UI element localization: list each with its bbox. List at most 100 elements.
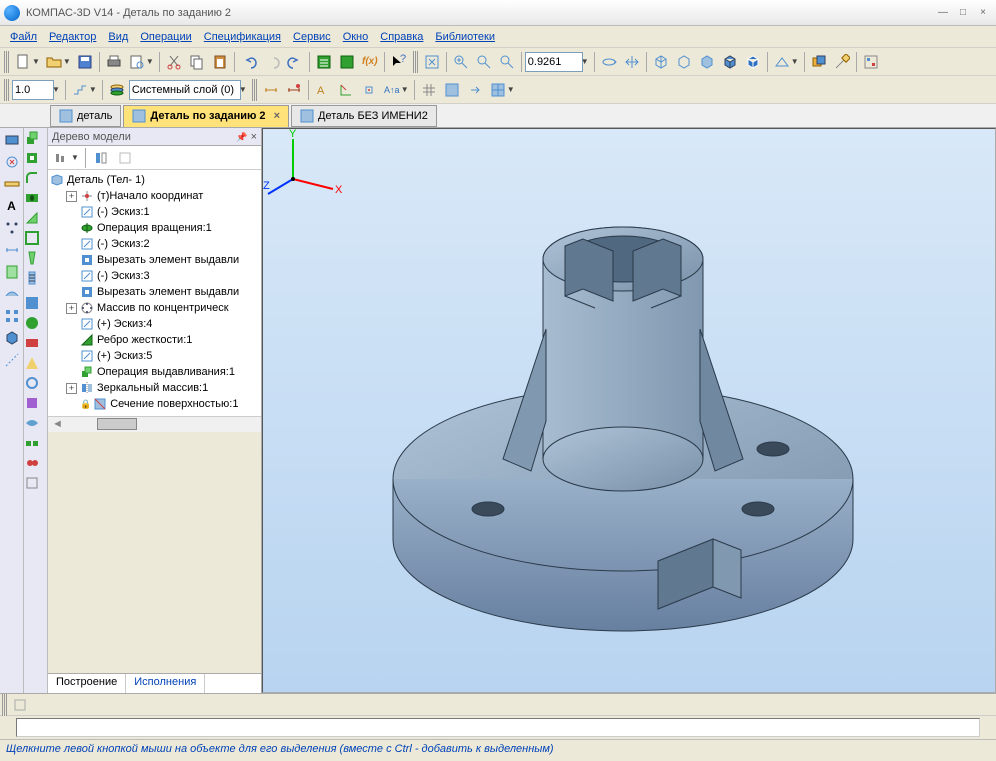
tree-item[interactable]: +Зеркальный массив:1 <box>50 380 259 396</box>
fx-button[interactable]: f(x) <box>359 51 381 73</box>
feature2-icon[interactable] <box>24 315 47 334</box>
tree-item[interactable]: +(т)Начало координат <box>50 188 259 204</box>
tree-item[interactable]: (-) Эскиз:3 <box>50 268 259 284</box>
expand-icon[interactable]: + <box>66 383 77 394</box>
tree-item[interactable]: Вырезать элемент выдавли <box>50 284 259 300</box>
step-button[interactable] <box>69 79 91 101</box>
view-shaded-edges-button[interactable] <box>742 51 764 73</box>
feature1-icon[interactable] <box>24 295 47 314</box>
sketch-points-icon[interactable] <box>2 218 22 238</box>
extrude-icon[interactable] <box>24 130 47 149</box>
zoom-window-button[interactable] <box>473 51 495 73</box>
grid-button[interactable] <box>418 79 440 101</box>
pin-icon[interactable]: 📌 <box>236 132 247 142</box>
text-style-button[interactable]: A↑a <box>381 79 403 101</box>
editing-icon[interactable] <box>2 152 22 172</box>
dim2-button[interactable] <box>283 79 305 101</box>
cut-extrude-icon[interactable] <box>24 150 47 169</box>
tree-btn2[interactable] <box>90 147 112 169</box>
perspective-button[interactable] <box>771 51 793 73</box>
dropdown-arrow-icon[interactable]: ▼ <box>89 85 97 94</box>
toolbar-grip-icon[interactable] <box>413 51 418 73</box>
dropdown-arrow-icon[interactable]: ▼ <box>71 153 79 162</box>
redo-button[interactable] <box>284 51 306 73</box>
scale-input[interactable] <box>12 80 54 100</box>
fillet-icon[interactable] <box>24 170 47 189</box>
panel-close-icon[interactable]: × <box>251 131 257 143</box>
prop-btn[interactable] <box>9 694 31 716</box>
save-button[interactable] <box>74 51 96 73</box>
dropdown-arrow-icon[interactable]: ▼ <box>581 57 589 66</box>
maximize-button[interactable]: □ <box>954 5 972 20</box>
open-button[interactable] <box>43 51 65 73</box>
zoom-input[interactable] <box>525 52 583 72</box>
copy-button[interactable] <box>186 51 208 73</box>
tree-item[interactable]: (+) Эскиз:5 <box>50 348 259 364</box>
tree-item[interactable]: +Массив по концентрическ <box>50 300 259 316</box>
feature8-icon[interactable] <box>24 435 47 454</box>
text-icon[interactable]: A <box>2 196 22 216</box>
dxf-button[interactable] <box>441 79 463 101</box>
menu-specification[interactable]: Спецификация <box>198 28 287 46</box>
sheet-icon[interactable] <box>2 262 22 282</box>
menu-window[interactable]: Окно <box>337 28 375 46</box>
dropdown-arrow-icon[interactable]: ▼ <box>507 85 515 94</box>
feature4-icon[interactable] <box>24 355 47 374</box>
array-icon[interactable] <box>2 306 22 326</box>
tree-body[interactable]: Деталь (Тел- 1) +(т)Начало координат (-) … <box>48 170 261 416</box>
section-button[interactable] <box>808 51 830 73</box>
menu-file[interactable]: Файл <box>4 28 43 46</box>
zoom-fit-button[interactable] <box>421 51 443 73</box>
feature5-icon[interactable] <box>24 375 47 394</box>
tree-item[interactable]: (-) Эскиз:2 <box>50 236 259 252</box>
zoom-in-button[interactable] <box>450 51 472 73</box>
tab-close-icon[interactable]: × <box>274 110 280 122</box>
tab-detail-noname2[interactable]: Деталь БЕЗ ИМЕНИ2 <box>291 105 437 127</box>
rotate-button[interactable] <box>598 51 620 73</box>
tab-detail-task2[interactable]: Деталь по заданию 2 × <box>123 105 289 127</box>
ortho-button[interactable] <box>335 79 357 101</box>
tree-item[interactable]: 🔒Сечение поверхностью:1 <box>50 396 259 412</box>
expand-icon[interactable]: + <box>66 303 77 314</box>
surface-icon[interactable] <box>2 284 22 304</box>
spec2-button[interactable] <box>336 51 358 73</box>
view-nohidden-button[interactable] <box>696 51 718 73</box>
tree-hscroll[interactable]: ◄ <box>48 416 261 432</box>
tree-item[interactable]: (+) Эскиз:4 <box>50 316 259 332</box>
tree-root[interactable]: Деталь (Тел- 1) <box>50 172 259 188</box>
help-cursor-button[interactable]: ? <box>388 51 410 73</box>
arrow-button[interactable] <box>464 79 486 101</box>
minimize-button[interactable]: — <box>934 5 952 20</box>
feature7-icon[interactable] <box>24 415 47 434</box>
menu-help[interactable]: Справка <box>374 28 429 46</box>
table-button[interactable] <box>487 79 509 101</box>
view-wireframe-button[interactable] <box>650 51 672 73</box>
dropdown-arrow-icon[interactable]: ▼ <box>32 57 40 66</box>
feature3-icon[interactable] <box>24 335 47 354</box>
auxiliary-icon[interactable] <box>2 350 22 370</box>
menu-operations[interactable]: Операции <box>134 28 197 46</box>
new-button[interactable] <box>12 51 34 73</box>
3d-viewport[interactable]: X Y Z <box>262 128 996 693</box>
print-button[interactable] <box>103 51 125 73</box>
dropdown-arrow-icon[interactable]: ▼ <box>146 57 154 66</box>
menu-service[interactable]: Сервис <box>287 28 337 46</box>
measure-button[interactable] <box>831 51 853 73</box>
pan-button[interactable] <box>621 51 643 73</box>
rebuild-button[interactable] <box>860 51 882 73</box>
dropdown-arrow-icon[interactable]: ▼ <box>63 57 71 66</box>
dropdown-arrow-icon[interactable]: ▼ <box>791 57 799 66</box>
view-shaded-button[interactable] <box>719 51 741 73</box>
print-preview-button[interactable] <box>126 51 148 73</box>
menu-library[interactable]: Библиотеки <box>429 28 501 46</box>
menu-editor[interactable]: Редактор <box>43 28 102 46</box>
dropdown-arrow-icon[interactable]: ▼ <box>401 85 409 94</box>
tab-exec[interactable]: Исполнения <box>126 674 205 693</box>
undo-button-disabled[interactable] <box>261 51 283 73</box>
draft-icon[interactable] <box>24 250 47 269</box>
cut-button[interactable] <box>163 51 185 73</box>
paste-button[interactable] <box>209 51 231 73</box>
dropdown-arrow-icon[interactable]: ▼ <box>239 85 247 94</box>
toolbar-grip-icon[interactable] <box>4 79 9 101</box>
layer-combo[interactable] <box>129 80 241 100</box>
